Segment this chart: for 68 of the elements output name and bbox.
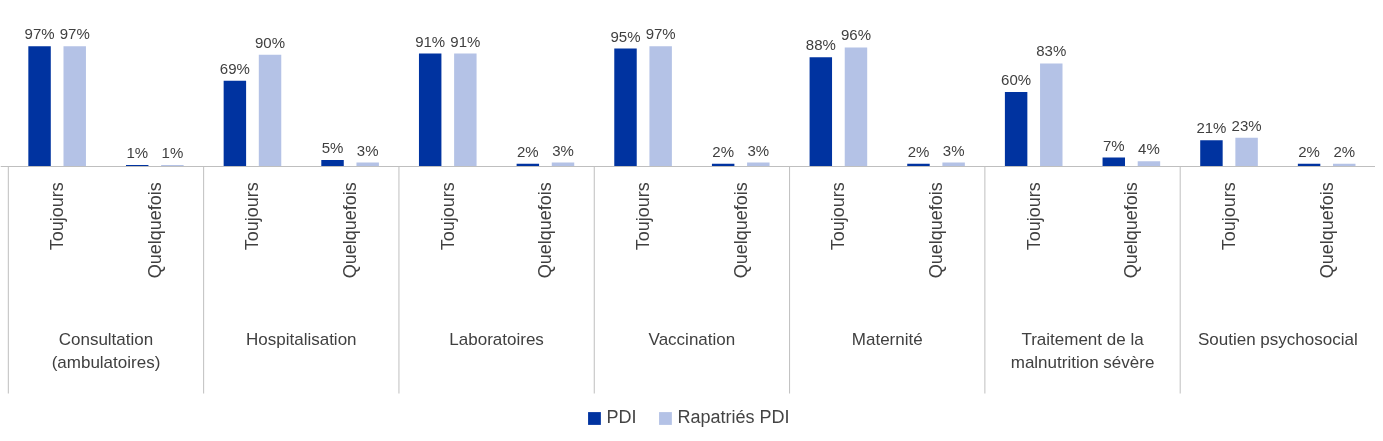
data-label: 23% xyxy=(1231,116,1262,134)
bar xyxy=(223,80,247,167)
bar xyxy=(1040,63,1063,167)
bar xyxy=(258,54,282,167)
bar xyxy=(1200,140,1223,167)
bar xyxy=(614,48,637,167)
x-tick-label: Toujours xyxy=(1023,182,1044,251)
x-tick-label: Quelquefois xyxy=(730,182,751,279)
text: Hospitalisation xyxy=(246,330,357,350)
data-label: 97% xyxy=(645,25,676,43)
data-label: 5% xyxy=(321,139,344,157)
data-label: 2% xyxy=(517,142,539,160)
x-tick-label: Quelquefois xyxy=(1121,182,1142,279)
bar xyxy=(418,53,442,167)
data-label: 96% xyxy=(840,26,871,44)
x-tick-label: Toujours xyxy=(242,182,263,251)
data-label: 69% xyxy=(219,59,250,77)
bar xyxy=(1137,161,1161,167)
bar xyxy=(321,160,344,167)
data-label: 90% xyxy=(255,33,286,51)
bar xyxy=(454,53,477,167)
x-tick-label: Toujours xyxy=(633,182,654,251)
x-tick-label: Quelquefois xyxy=(340,182,361,279)
data-label: 2% xyxy=(712,142,734,160)
data-label: 3% xyxy=(552,141,574,159)
data-label: 7% xyxy=(1102,136,1125,154)
data-label: 1% xyxy=(126,144,149,162)
data-label: 1% xyxy=(161,144,184,162)
x-tick-label: Toujours xyxy=(828,182,849,251)
data-label: 3% xyxy=(942,141,965,159)
data-label: 91% xyxy=(450,32,481,50)
data-label: 2% xyxy=(1333,142,1356,160)
data-label: 88% xyxy=(805,36,836,54)
data-label: 95% xyxy=(610,27,641,45)
x-tick-label: Quelquefois xyxy=(535,182,556,279)
data-label: 91% xyxy=(415,32,446,50)
bar xyxy=(1004,91,1028,167)
legend-label: Rapatriés PDI xyxy=(677,407,790,428)
bar xyxy=(844,47,868,167)
text: Traitement de la malnutrition sévère xyxy=(1010,330,1155,372)
text: Laboratoires xyxy=(449,330,544,350)
bar xyxy=(649,46,672,167)
x-tick-label: Quelquefois xyxy=(926,182,947,279)
bar xyxy=(1235,137,1258,167)
text: Maternité xyxy=(851,330,923,350)
data-label: 3% xyxy=(747,141,770,159)
x-tick-label: Toujours xyxy=(1219,182,1240,251)
bar xyxy=(28,46,51,167)
x-tick-label: Quelquefois xyxy=(1316,182,1337,279)
data-label: 2% xyxy=(1298,142,1320,160)
text: Soutien psychosocial xyxy=(1197,330,1358,350)
text: Vaccination xyxy=(648,330,736,350)
text: Consultation (ambulatoires) xyxy=(51,330,161,372)
data-label: 83% xyxy=(1036,42,1067,60)
data-label: 97% xyxy=(24,25,55,43)
bar xyxy=(809,57,833,167)
data-label: 4% xyxy=(1138,140,1160,158)
bar xyxy=(63,46,86,167)
x-tick-label: Toujours xyxy=(437,182,458,251)
legend-label: PDI xyxy=(606,407,637,428)
data-label: 3% xyxy=(356,141,379,159)
data-label: 60% xyxy=(1001,70,1032,88)
data-label: 97% xyxy=(59,25,90,43)
data-label: 2% xyxy=(907,142,930,160)
bar xyxy=(1102,157,1126,167)
data-label: 21% xyxy=(1196,119,1227,137)
x-tick-label: Toujours xyxy=(47,182,68,251)
x-tick-label: Quelquefois xyxy=(144,182,165,279)
